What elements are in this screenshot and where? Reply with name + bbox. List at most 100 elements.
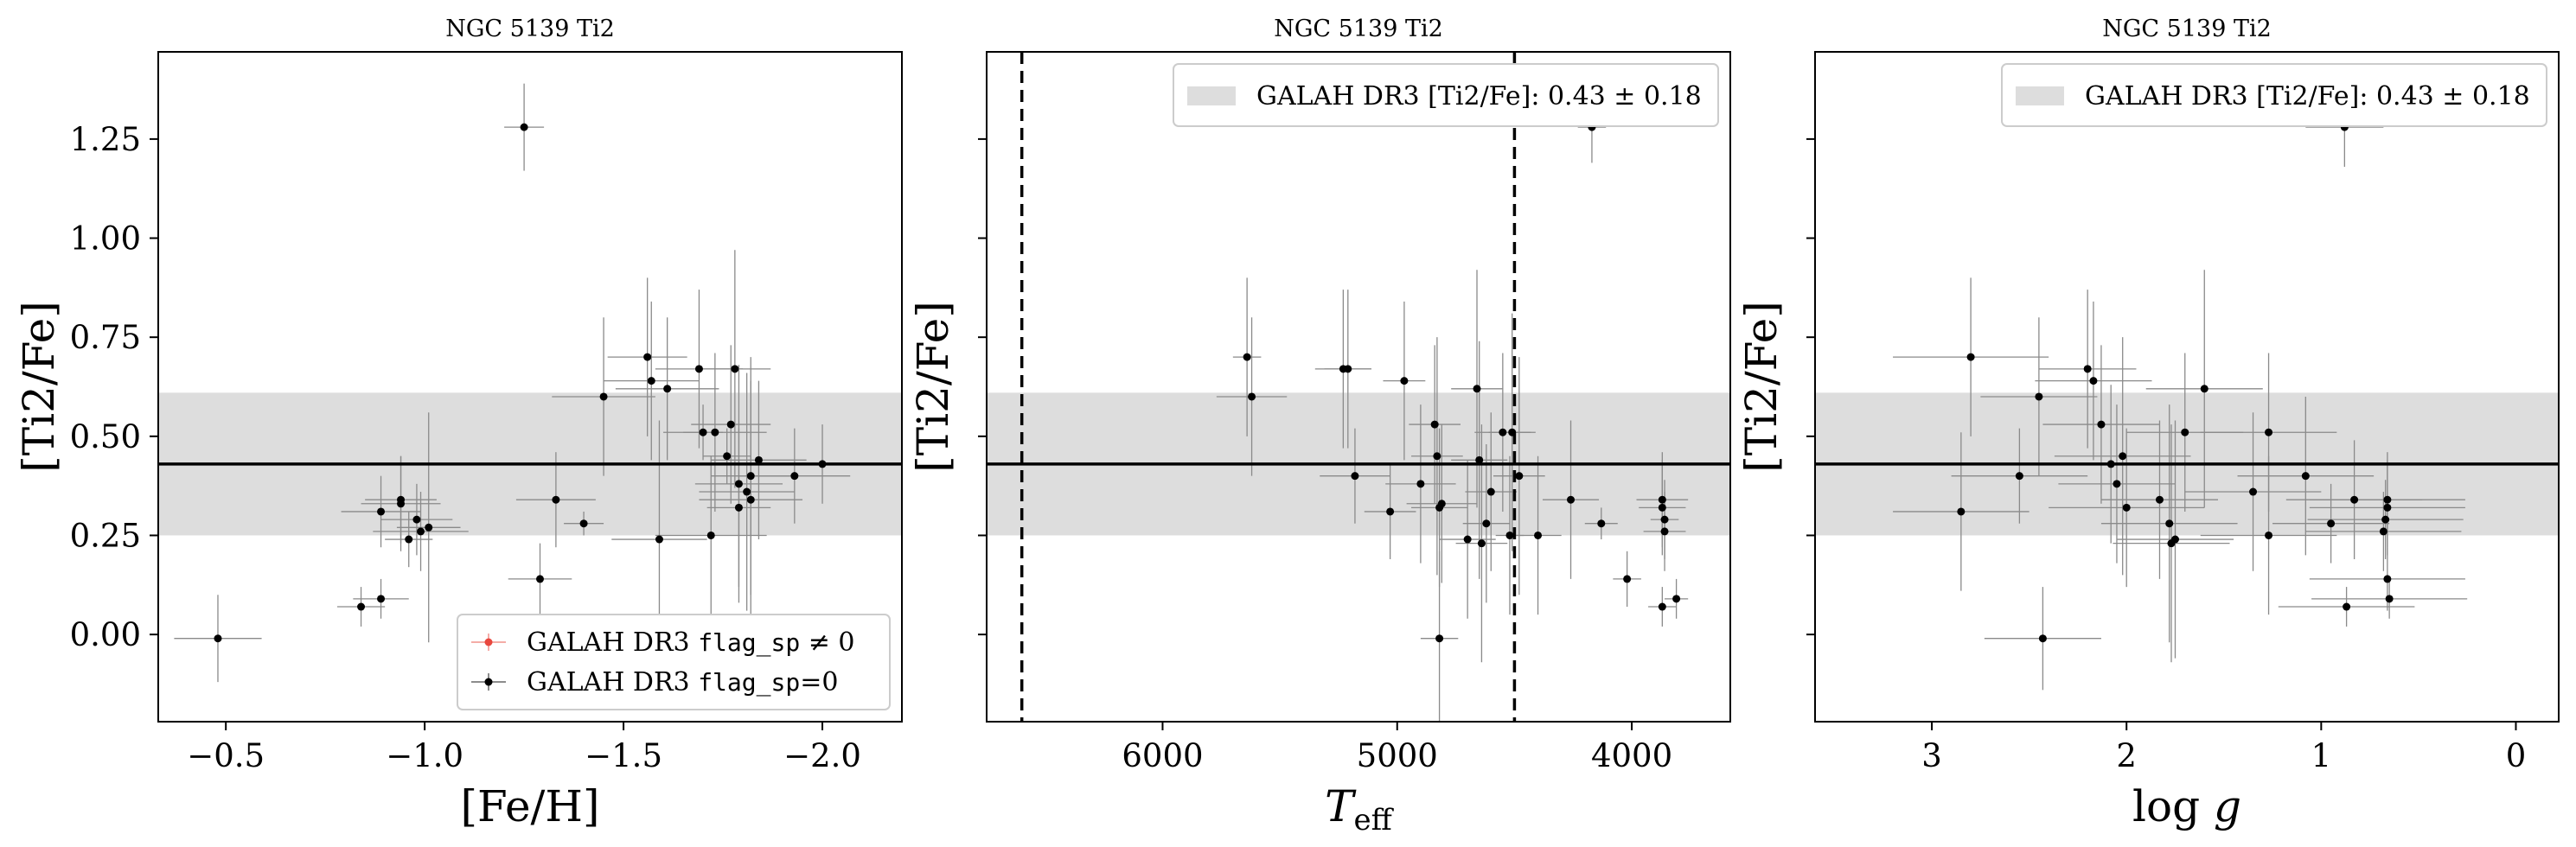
- data-point: [417, 527, 425, 536]
- data-point: [1515, 472, 1524, 481]
- data-point: [405, 535, 413, 544]
- y-tick-label: 1.25: [70, 121, 141, 158]
- data-point: [1386, 507, 1395, 516]
- x-axis-label: [Fe/H]: [460, 781, 599, 831]
- data-point: [655, 535, 663, 544]
- panel-teff: 6000 5000 4000 NGC 5139 Ti2 Teff [Ti2/Fe] GALA…: [908, 16, 1731, 837]
- data-point: [1463, 535, 1472, 544]
- legend-marker: [484, 638, 493, 646]
- data-point: [1435, 634, 1444, 643]
- data-point: [1477, 539, 1486, 548]
- y-axis-label: [Ti2/Fe]: [1736, 301, 1787, 473]
- y-tick-label: 1.00: [70, 220, 141, 258]
- data-point: [2038, 634, 2047, 643]
- data-point: [2381, 515, 2390, 524]
- data-point: [1534, 531, 1543, 539]
- data-point: [754, 455, 763, 464]
- data-point: [1416, 480, 1425, 488]
- data-point: [1672, 595, 1681, 603]
- data-point: [2083, 365, 2092, 373]
- data-point: [2181, 428, 2189, 436]
- data-point: [1508, 428, 1517, 436]
- data-point: [2119, 452, 2127, 461]
- panel-feh: −0.5 −1.0 −1.5 −2.0 0.00 0.25 0.50 0.75 1.00 1.25…: [14, 16, 903, 831]
- data-point: [731, 365, 739, 373]
- data-point: [1344, 365, 1352, 373]
- data-point: [2327, 519, 2336, 528]
- data-point: [2265, 428, 2273, 436]
- data-point: [726, 420, 735, 429]
- data-point: [377, 595, 386, 603]
- data-point: [734, 503, 743, 512]
- data-point: [2170, 535, 2179, 544]
- axes-frame: [986, 51, 1731, 723]
- data-point: [746, 472, 755, 481]
- data-point: [2089, 377, 2098, 385]
- y-tick-label: 0.00: [70, 616, 141, 653]
- data-point: [1623, 575, 1632, 583]
- x-axis-label: log g: [2132, 781, 2241, 831]
- data-point: [599, 392, 608, 401]
- data-point: [1597, 519, 1606, 528]
- data-point: [1957, 507, 1966, 516]
- data-point: [1351, 472, 1359, 481]
- data-point: [1433, 452, 1441, 461]
- data-point: [2249, 487, 2258, 496]
- data-point: [694, 365, 703, 373]
- legend-box: [2001, 63, 2547, 127]
- data-point: [1400, 377, 1409, 385]
- x-tick-label: −0.5: [187, 737, 265, 774]
- data-point: [2097, 420, 2106, 429]
- data-point: [1486, 487, 1495, 496]
- x-tick-label: 0: [2506, 737, 2527, 774]
- legend: GALAH DR3 [Ti2/Fe]: 0.43 ± 0.18: [1173, 63, 1719, 127]
- data-point: [1658, 495, 1666, 504]
- data-point: [1248, 392, 1256, 401]
- x-tick-label: 6000: [1122, 737, 1203, 774]
- data-point: [2122, 503, 2131, 512]
- data-point: [2035, 392, 2043, 401]
- data-point: [743, 487, 751, 496]
- x-tick-label: −1.5: [585, 737, 662, 774]
- data-point: [2015, 472, 2023, 481]
- data-point: [746, 495, 755, 504]
- data-point: [699, 428, 707, 436]
- data-point: [2113, 480, 2121, 488]
- data-point: [818, 460, 827, 468]
- data-point: [2383, 503, 2392, 512]
- x-tick-label: 1: [2311, 737, 2332, 774]
- data-point: [2155, 495, 2164, 504]
- data-point: [425, 523, 433, 532]
- data-point: [2301, 472, 2310, 481]
- legend-label: GALAH DR3 [Ti2/Fe]: 0.43 ± 0.18: [1256, 81, 1702, 111]
- y-tick-label: 0.50: [70, 418, 141, 455]
- y-tick-label: 0.25: [70, 517, 141, 554]
- x-axis-label: Teff: [1325, 781, 1394, 837]
- data-point: [1660, 515, 1669, 524]
- data-point: [2200, 385, 2208, 393]
- data-point: [2379, 527, 2387, 536]
- data-point: [643, 353, 652, 361]
- legend: GALAH DR3 [Ti2/Fe]: 0.43 ± 0.18: [2001, 63, 2547, 127]
- data-point: [1660, 527, 1669, 536]
- data-point: [1482, 519, 1491, 528]
- legend: GALAH DR3 flag_sp ≠ 0 GALAH DR3 flag_sp=0: [457, 614, 891, 710]
- chart-title: NGC 5139 Ti2: [2102, 16, 2272, 42]
- data-point: [1430, 420, 1439, 429]
- data-point: [2383, 575, 2392, 583]
- chart-title: NGC 5139 Ti2: [445, 16, 615, 42]
- y-axis-label: [Ti2/Fe]: [14, 301, 64, 473]
- data-point: [2350, 495, 2359, 504]
- legend-label: GALAH DR3 [Ti2/Fe]: 0.43 ± 0.18: [2085, 81, 2530, 111]
- data-point: [1505, 531, 1514, 539]
- data-point: [214, 634, 222, 643]
- x-tick-label: −1.0: [386, 737, 463, 774]
- data-point: [1475, 455, 1484, 464]
- data-point: [734, 480, 743, 488]
- data-point: [535, 575, 544, 583]
- data-point: [520, 123, 528, 131]
- data-point: [711, 428, 719, 436]
- data-point: [357, 602, 366, 611]
- x-tick-label: 2: [2116, 737, 2137, 774]
